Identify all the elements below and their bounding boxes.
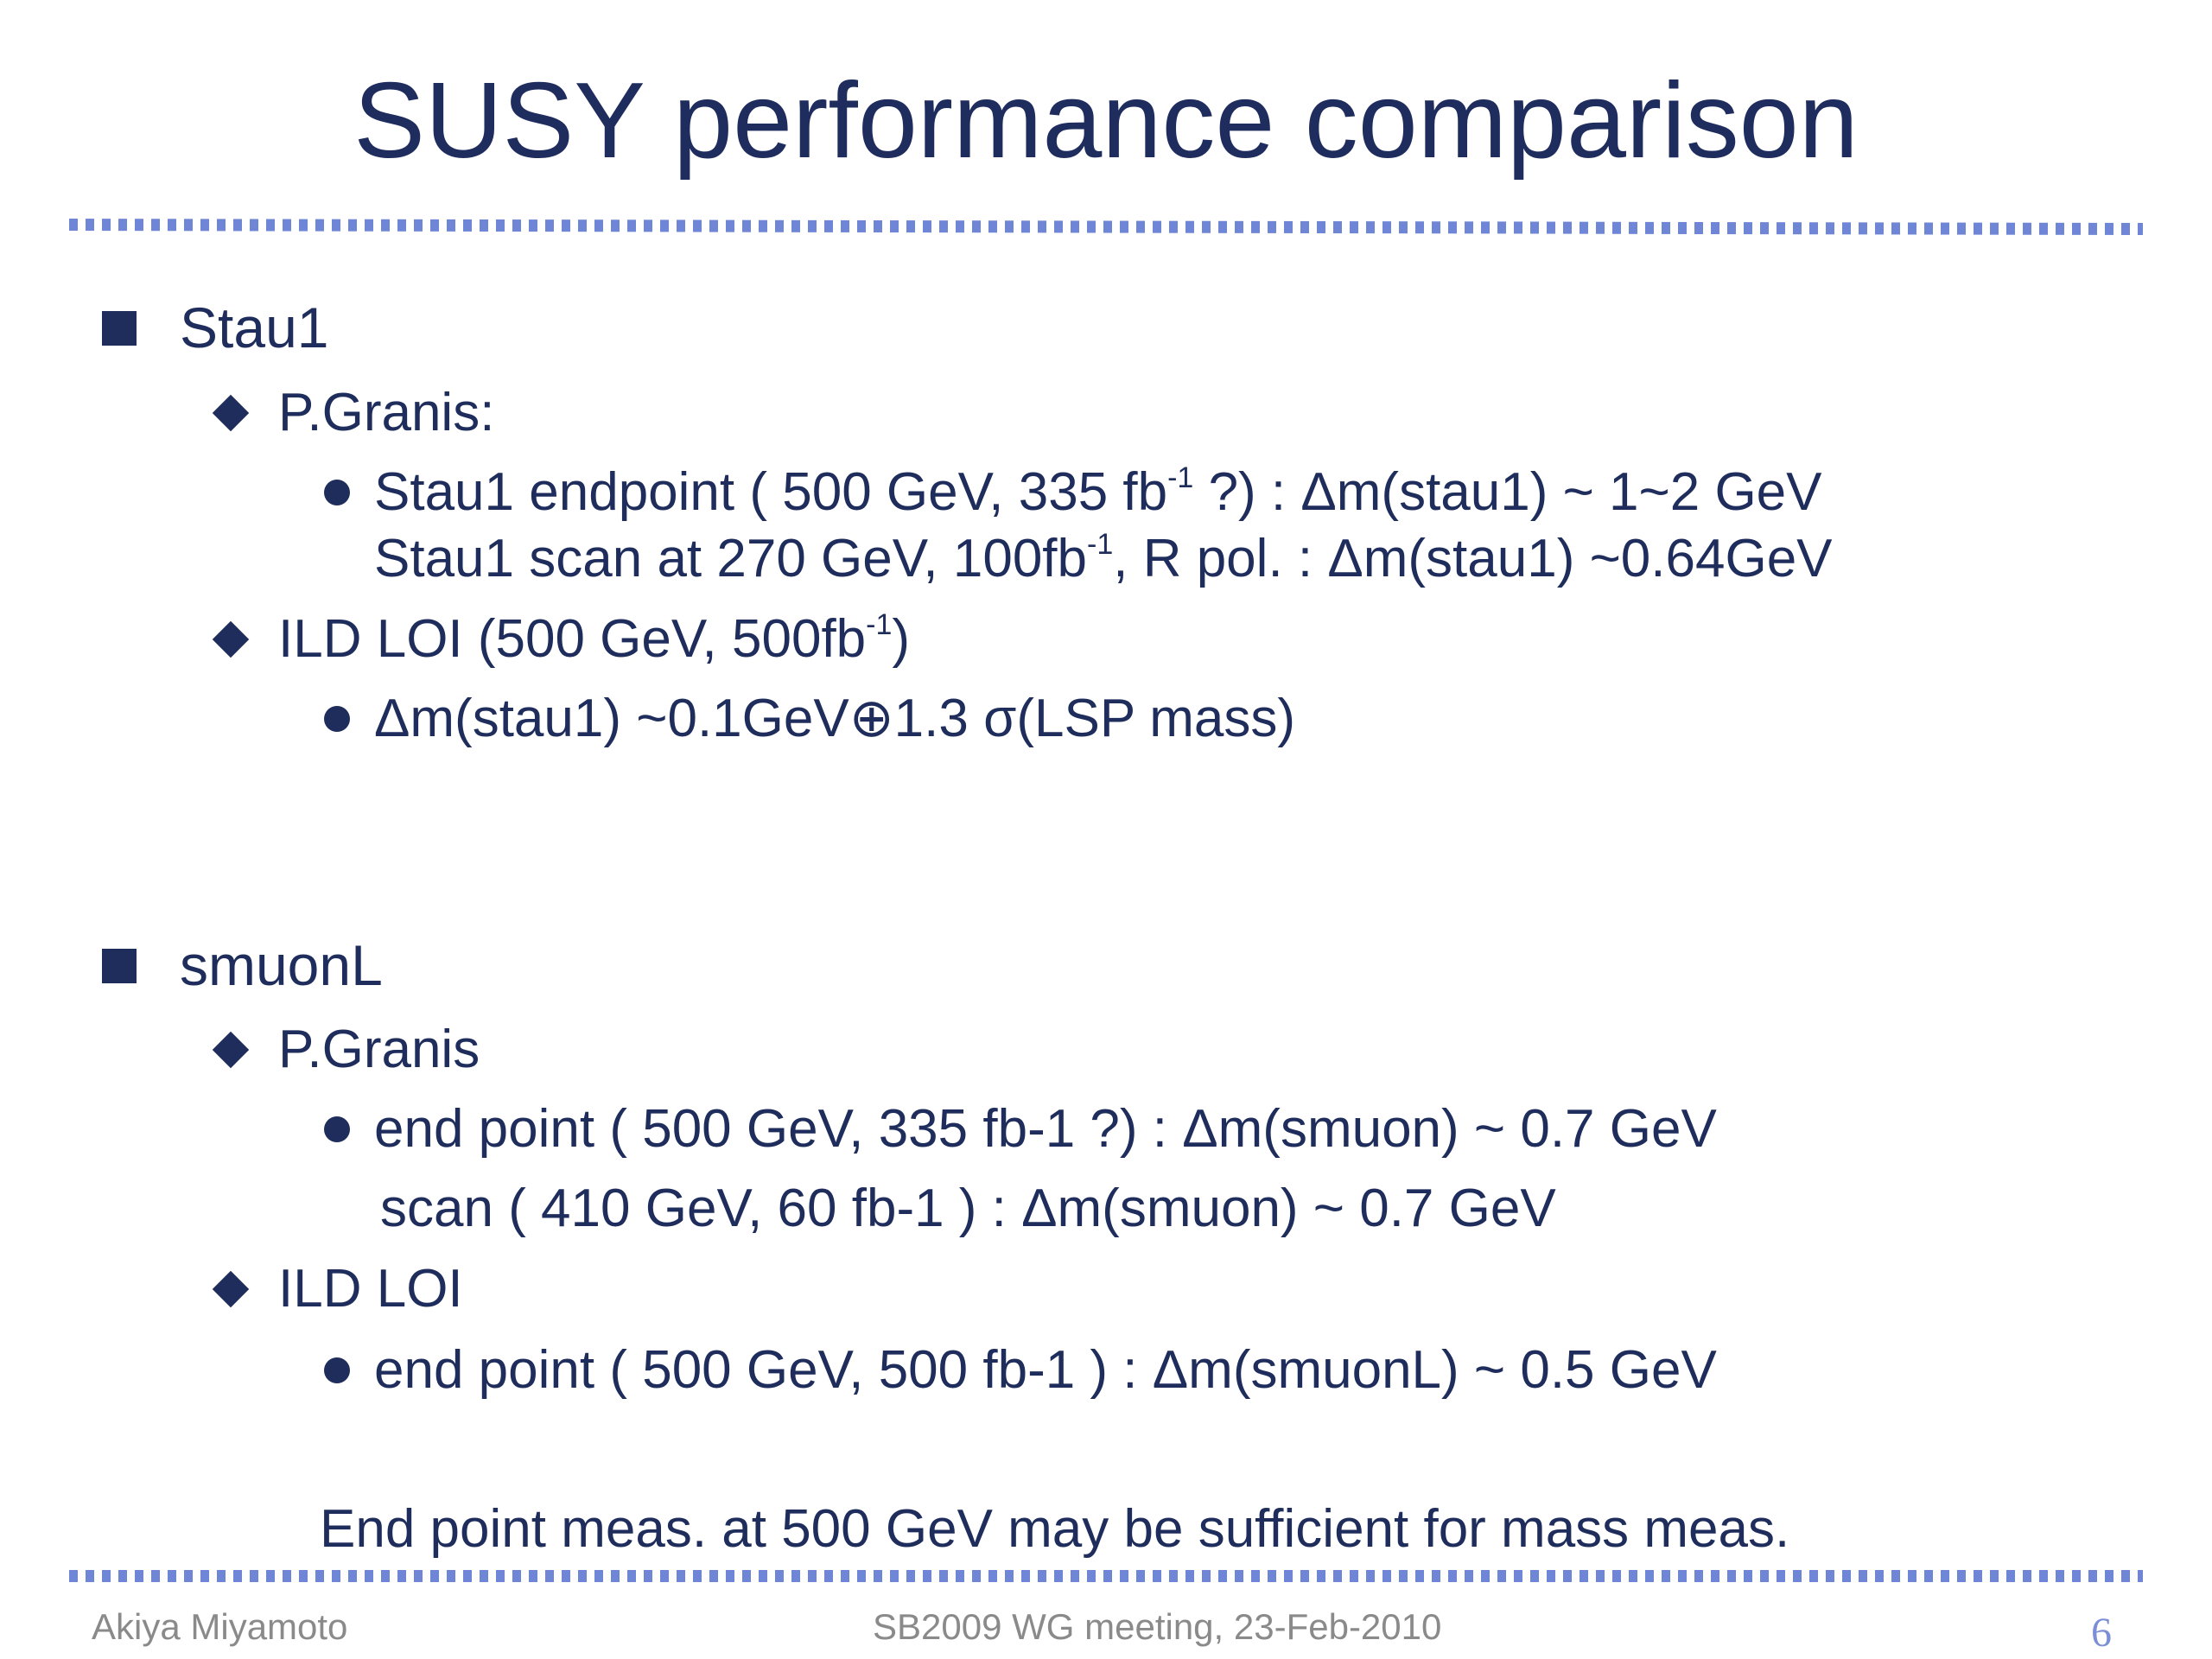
diamond-bullet-icon (212, 394, 250, 432)
subheading-ild-smuon: ILD LOI (278, 1259, 463, 1319)
square-bullet-icon (102, 949, 137, 983)
section-heading-stau1: Stau1 (180, 296, 329, 359)
round-bullet-icon (324, 1357, 350, 1383)
page-number: 6 (2091, 1610, 2112, 1656)
footer-meeting: SB2009 WG meeting, 23-Feb-2010 (873, 1606, 1442, 1647)
top-dotted-divider (68, 219, 2144, 236)
bottom-dotted-divider (69, 1570, 2143, 1582)
footer-author: Akiya Miyamoto (92, 1606, 348, 1647)
diamond-bullet-icon (212, 1031, 250, 1069)
slide-title: SUSY performance comparison (353, 61, 1859, 181)
smuon-endpoint-line: end point ( 500 GeV, 335 fb-1 ?) : Δm(sm… (374, 1099, 1717, 1159)
subheading-ild-stau: ILD LOI (500 GeV, 500fb-1) (278, 608, 911, 669)
diamond-bullet-icon (212, 1270, 250, 1308)
subheading-granis-stau: P.Granis: (278, 383, 495, 442)
stau-endpoint-line: Stau1 endpoint ( 500 GeV, 335 fb-1 ?) : … (374, 461, 1822, 522)
smuon-scan-line: scan ( 410 GeV, 60 fb-1 ) : Δm(smuon) ~ … (380, 1179, 1556, 1238)
conclusion-text: End point meas. at 500 GeV may be suffic… (320, 1499, 1790, 1559)
round-bullet-icon (324, 1116, 350, 1142)
section-heading-smuonl: smuonL (180, 933, 383, 997)
stau-scan-line: Stau1 scan at 270 GeV, 100fb-1, R pol. :… (374, 528, 1833, 588)
square-bullet-icon (102, 311, 137, 346)
round-bullet-icon (324, 480, 350, 505)
diamond-bullet-icon (212, 620, 250, 658)
subheading-granis-smuon: P.Granis (278, 1020, 480, 1079)
stau-ild-line: Δm(stau1) ~0.1GeV⊕1.3 σ(LSP mass) (374, 689, 1296, 748)
smuon-ild-line: end point ( 500 GeV, 500 fb-1 ) : Δm(smu… (374, 1340, 1717, 1400)
round-bullet-icon (324, 706, 350, 732)
